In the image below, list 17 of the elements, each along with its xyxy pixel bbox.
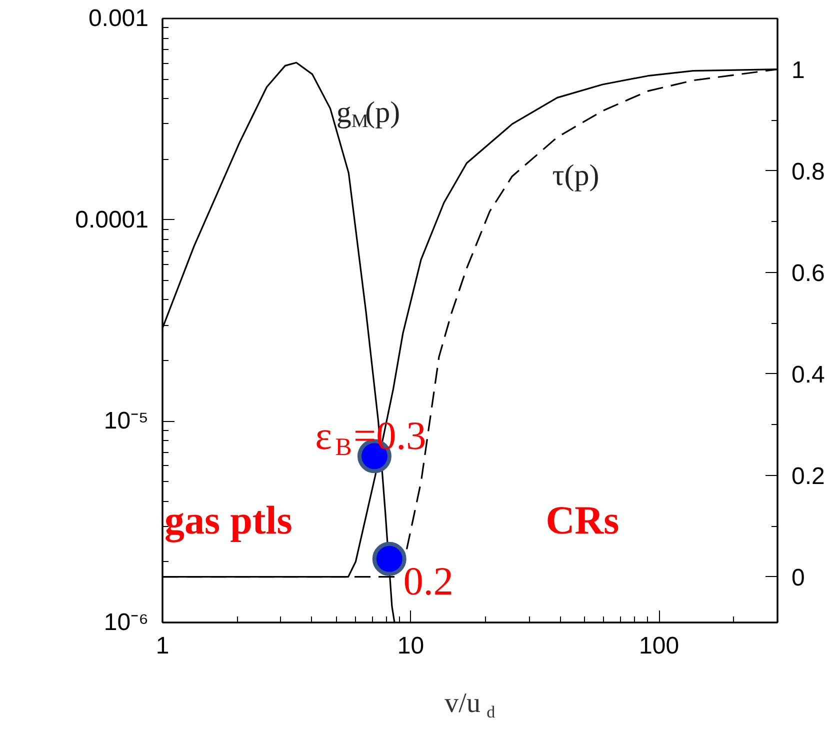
y-tick-label: 10⁻⁶ bbox=[104, 609, 149, 636]
y2-tick-label: 0.8 bbox=[792, 158, 825, 186]
x-tick-label: 10 bbox=[397, 632, 424, 660]
y-tick-label: 10⁻⁵ bbox=[104, 408, 149, 435]
x-tick-label: 100 bbox=[639, 632, 680, 660]
series-label: τ(p) bbox=[552, 158, 600, 192]
y2-tick-label: 1 bbox=[792, 56, 805, 84]
y2-tick-label: 0.6 bbox=[792, 260, 825, 287]
y2-tick-label: 0 bbox=[792, 564, 805, 592]
y-tick-label: 0.0001 bbox=[75, 206, 148, 234]
y2-tick-label: 0.2 bbox=[792, 462, 825, 490]
annotation: CRs bbox=[546, 497, 620, 542]
annotation: 0.2 bbox=[403, 558, 454, 604]
annotation: gas ptls bbox=[164, 497, 292, 542]
x-tick-label: 1 bbox=[156, 632, 170, 660]
y2-tick-label: 0.4 bbox=[792, 361, 825, 388]
y-tick-label: 0.001 bbox=[88, 5, 149, 32]
